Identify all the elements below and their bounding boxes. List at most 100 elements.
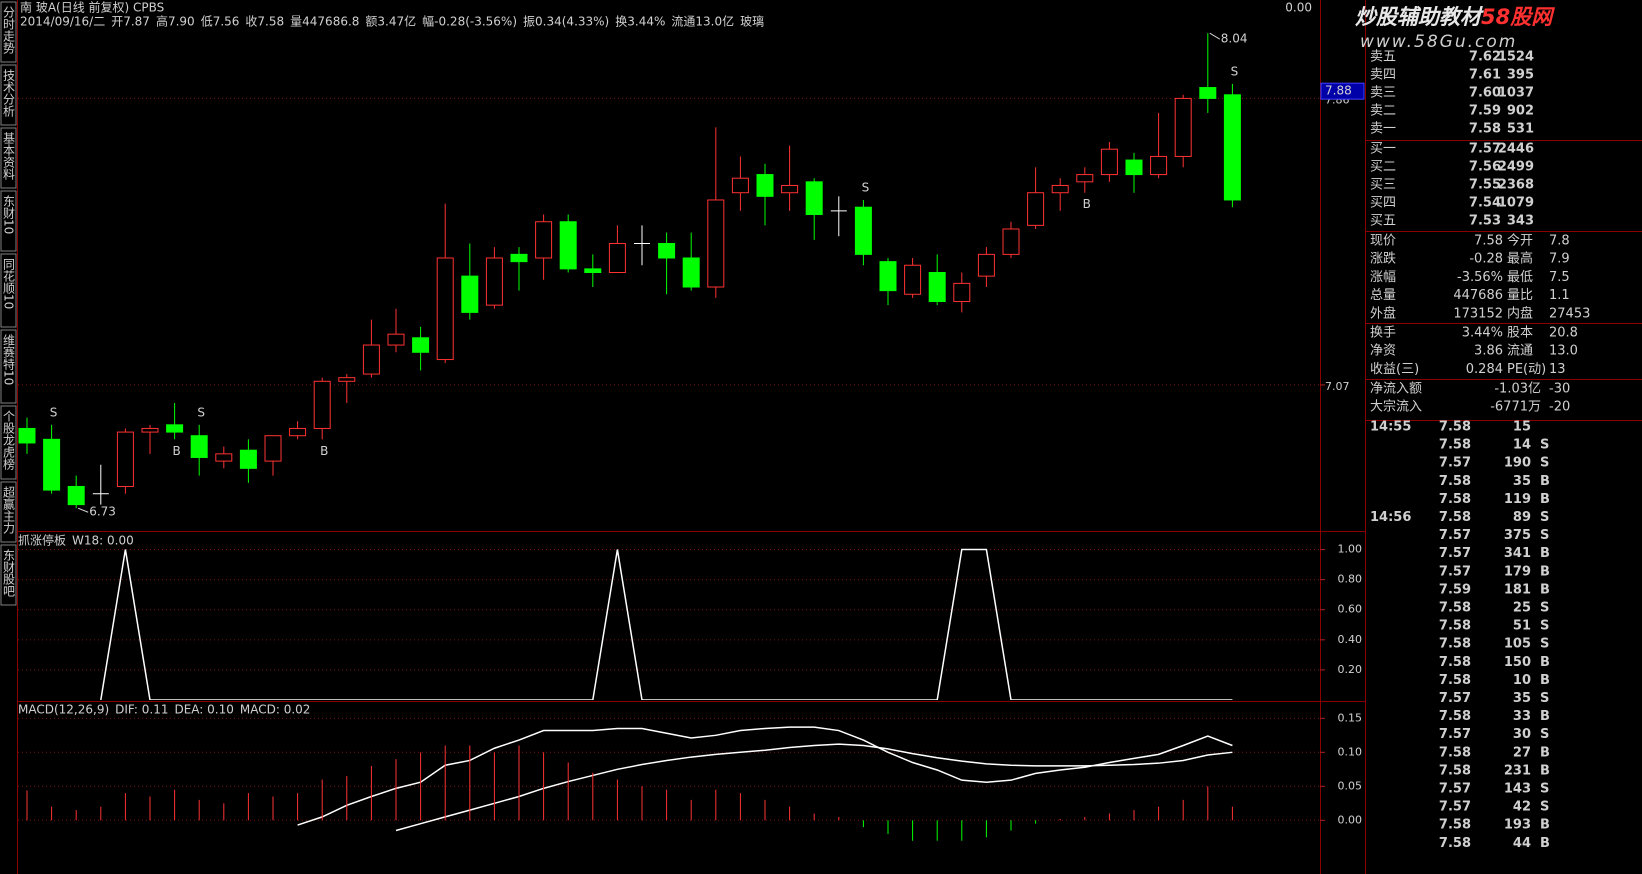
candle-body [707, 199, 725, 288]
stat-label: 净流入额 [1370, 382, 1422, 397]
tick-volume: 15 [1513, 420, 1531, 435]
tab-label[interactable]: 东财股吧 [2, 549, 16, 597]
candle-body [904, 264, 922, 295]
candle-body [436, 257, 454, 361]
candle-body [535, 221, 553, 259]
book-volume: 1079 [1498, 196, 1534, 211]
book-label: 卖二 [1370, 104, 1396, 119]
tick-volume: 89 [1513, 510, 1531, 525]
tab[interactable] [0, 64, 17, 126]
stat-label: 流通 [1507, 344, 1533, 359]
stat-label: 内盘 [1507, 305, 1533, 321]
tick-volume: 10 [1513, 673, 1531, 688]
candle-body [190, 435, 208, 458]
low-label: 6.73 [89, 505, 116, 519]
tab-label[interactable]: 同花顺10 [2, 258, 16, 309]
tick-price: 7.58 [1439, 438, 1471, 453]
legend-entry: DIF: 0.11 [115, 703, 168, 717]
candle-body [412, 337, 430, 353]
panel-title: MACD(12,26,9) [18, 703, 109, 717]
stat-label: 最高 [1507, 251, 1533, 267]
y-tick-label: 1.00 [1338, 543, 1363, 556]
tick-price: 7.58 [1439, 474, 1471, 489]
plot-area [26, 726, 1233, 841]
tab[interactable] [0, 544, 17, 606]
tick-price: 7.58 [1439, 818, 1471, 833]
tick-volume: 27 [1513, 745, 1531, 760]
stat-label: 量比 [1507, 288, 1533, 303]
stat-value: 20.8 [1549, 326, 1578, 341]
tab[interactable] [0, 190, 17, 252]
tick-price: 7.58 [1439, 836, 1471, 851]
tick-side: S [1540, 619, 1549, 634]
info-text: 高7.90 [156, 14, 195, 29]
stat-value: 447686 [1453, 288, 1503, 303]
book-price: 7.54 [1469, 196, 1501, 211]
tab-label[interactable]: 技术分析 [2, 69, 16, 118]
high-label: 8.04 [1221, 32, 1248, 46]
tick-price: 7.58 [1439, 619, 1471, 634]
tick-volume: 119 [1504, 492, 1531, 507]
book-price: 7.60 [1469, 86, 1501, 101]
book-label: 卖五 [1370, 50, 1396, 65]
tick-volume: 35 [1513, 474, 1531, 489]
candle-body [1174, 97, 1192, 157]
signal-label: S [197, 405, 205, 419]
tab[interactable] [0, 127, 17, 189]
candle-body [1076, 174, 1094, 183]
tick-side: S [1540, 528, 1549, 543]
tick-volume: 341 [1504, 546, 1531, 561]
signal-label: B [320, 444, 328, 458]
tab-label[interactable]: 维赛特10 [2, 334, 16, 386]
stat-value: 7.5 [1549, 270, 1570, 285]
candle-body [215, 453, 233, 462]
book-price: 7.59 [1469, 104, 1501, 119]
tab-label[interactable]: 东财10 [2, 195, 16, 235]
candle-body [1199, 87, 1217, 99]
stat-value: -6771万 [1490, 400, 1541, 415]
plot-area [18, 33, 1241, 509]
candle-body [658, 242, 676, 259]
tick-volume: 105 [1504, 637, 1531, 652]
tick-price: 7.58 [1439, 655, 1471, 670]
stat-value: 1.1 [1549, 288, 1570, 303]
candle-body [141, 427, 159, 433]
price-marker [1320, 82, 1365, 100]
tick-volume: 25 [1513, 601, 1531, 616]
tab[interactable] [0, 1, 17, 63]
tick-volume: 375 [1504, 528, 1531, 543]
candle-body [781, 184, 799, 194]
candle-body [756, 174, 774, 197]
tab[interactable] [0, 253, 17, 328]
candle-body [1002, 228, 1020, 255]
candle-body [584, 268, 602, 273]
tab[interactable] [0, 329, 17, 404]
tab-label[interactable]: 分时走势 [2, 6, 16, 54]
stat-label: 换手 [1370, 326, 1396, 341]
candle-body [559, 221, 577, 270]
info-text: 2014/09/16/二 [20, 15, 105, 29]
watermark-part: 炒股辅助教材 [1355, 5, 1484, 29]
candle-body [338, 377, 356, 382]
candle-body [928, 272, 946, 303]
tick-side: S [1540, 691, 1549, 706]
tick-side: S [1540, 727, 1549, 742]
info-text: 开7.87 [111, 15, 150, 29]
tick-volume: 181 [1504, 582, 1531, 597]
price-marker-label: 7.88 [1325, 84, 1352, 98]
tab[interactable] [0, 481, 17, 543]
tab-label[interactable]: 个股龙虎榜 [2, 410, 16, 471]
tab-label[interactable]: 基本资料 [2, 132, 16, 180]
book-volume: 2446 [1498, 142, 1534, 157]
tab[interactable] [0, 405, 17, 480]
series-line [297, 726, 1233, 826]
tick-price: 7.58 [1439, 709, 1471, 724]
tick-price: 7.58 [1439, 601, 1471, 616]
info-text: 玻璃 [740, 15, 764, 29]
stat-value: -3.56% [1457, 270, 1503, 285]
tab-label[interactable]: 超赢主力 [2, 485, 16, 535]
corner-label: 0.00 [1285, 1, 1312, 15]
